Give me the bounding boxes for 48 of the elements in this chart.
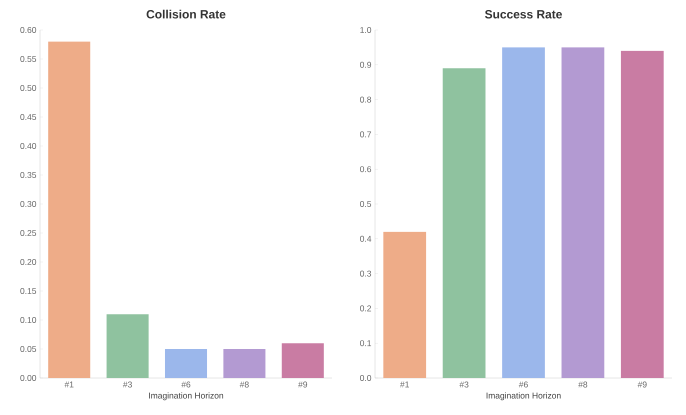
bar — [502, 47, 545, 378]
x-tick-label: #9 — [638, 382, 647, 388]
bar — [282, 343, 324, 378]
y-tick-label: 0.5 — [360, 201, 372, 207]
y-tick-label: 0.2 — [360, 305, 372, 312]
bar — [106, 314, 149, 378]
bar — [620, 50, 664, 378]
y-tick-label: 0.10 — [20, 317, 36, 323]
chart-title: Collision Rate — [146, 10, 226, 18]
x-tick-label: #1 — [400, 382, 410, 388]
y-tick-label: 0.7 — [360, 131, 372, 138]
x-axis-title: Imagination Horizon — [486, 392, 561, 400]
y-tick-label: 0.20 — [20, 259, 36, 265]
bar — [223, 349, 266, 378]
y-tick-label: 0.40 — [20, 143, 36, 149]
bar — [442, 68, 486, 378]
y-tick-label: 0.9 — [360, 62, 372, 68]
y-tick-label: 0.25 — [20, 230, 36, 236]
y-tick-label: 0.00 — [20, 375, 36, 381]
y-tick-label: 0.45 — [20, 114, 36, 120]
x-tick-label: #3 — [459, 382, 468, 388]
bar — [383, 232, 426, 378]
chart-title: Success Rate — [484, 10, 562, 18]
y-tick-label: 0.35 — [20, 172, 36, 178]
bar — [562, 47, 604, 378]
x-tick-label: #3 — [122, 382, 132, 388]
x-tick-label: #6 — [518, 382, 528, 388]
y-tick-label: 0.50 — [20, 85, 36, 91]
x-tick-label: #9 — [298, 382, 308, 388]
y-tick-label: 0.15 — [20, 288, 36, 294]
y-tick-label: 0.1 — [360, 340, 372, 346]
y-tick-label: 0.6 — [360, 166, 372, 172]
y-tick-label: 0.0 — [360, 375, 372, 381]
y-tick-label: 0.55 — [20, 56, 36, 62]
x-tick-label: #1 — [64, 382, 74, 388]
x-tick-label: #6 — [181, 382, 190, 388]
y-tick-label: 0.4 — [360, 236, 372, 242]
y-tick-label: 0.8 — [360, 96, 372, 103]
bar — [164, 349, 208, 378]
x-tick-label: #8 — [578, 382, 588, 388]
y-tick-label: 0.30 — [20, 201, 36, 207]
bar — [48, 42, 90, 378]
y-tick-label: 0.05 — [20, 346, 36, 352]
x-axis-title: Imagination Horizon — [149, 392, 224, 400]
y-tick-label: 0.60 — [20, 27, 36, 33]
y-tick-label: 0.3 — [360, 270, 372, 277]
y-tick-label: 1.0 — [360, 27, 372, 33]
x-tick-label: #8 — [240, 382, 249, 388]
